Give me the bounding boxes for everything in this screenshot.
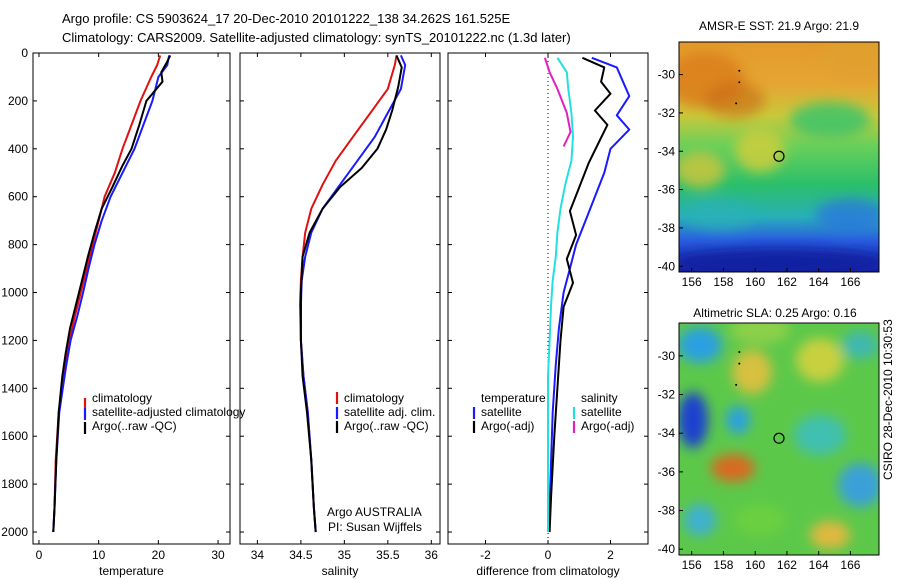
y-tick-label: 600: [8, 190, 28, 204]
map-y-tick-label: -32: [658, 106, 676, 120]
map-x-tick-label: 158: [713, 558, 733, 572]
temperature-panel: 0 10 20 30 0 200 400 600 800 1000 1200 1400 1600 1800…: [1, 46, 231, 578]
float-track-dot: [738, 351, 741, 353]
y-tick-label: 1600: [1, 429, 28, 443]
side-credit-label: CSIRO 28-Dec-2010 10:30:53: [881, 319, 895, 480]
sla-map: Altimetric SLA: 0.25 Argo: 0.16 156 158 16…: [658, 306, 880, 572]
series-line-salinity-satellite: [547, 57, 574, 532]
map-y-tick-label: -30: [658, 68, 676, 82]
legend-label-sal-argo: Argo(-adj): [581, 419, 634, 433]
map-y-tick-label: -30: [658, 349, 676, 363]
map-y-tick-label: -36: [658, 465, 676, 479]
difference-legend: temperature satellite Argo(-adj) salinit…: [472, 391, 634, 433]
sst-map: AMSR-E SST: 21.9 Argo: 21.9 156 158 160 162…: [658, 19, 880, 289]
map-x-tick-label: 166: [840, 275, 860, 289]
map-y-tick-label: -38: [658, 221, 676, 235]
sst-map-axes: 156 158 160 162 164 166 -30 -32 -34 -36 -38 -40: [658, 68, 861, 289]
x-tick-label: 0: [36, 548, 43, 562]
legend-label-climatology: climatology: [344, 391, 404, 405]
difference-panel: -2 0 2 difference from climatology: [447, 52, 649, 578]
x-tick-label: 20: [152, 548, 166, 562]
legend-label-sal-satellite: satellite: [581, 405, 622, 419]
argo-pi-note: PI: Susan Wijffels: [328, 520, 422, 534]
legend-label-argo: Argo(..raw -QC): [344, 419, 429, 433]
float-track-dot: [738, 81, 741, 84]
map-x-tick-label: 162: [777, 558, 797, 572]
x-tick-label: 34.5: [289, 548, 313, 562]
map-y-tick-label: -32: [658, 388, 676, 402]
temperature-legend: climatology satellite-adjusted climatolo…: [83, 391, 245, 434]
y-tick-label: 2000: [1, 525, 28, 539]
map-y-tick-label: -36: [658, 183, 676, 197]
x-tick-label: 35: [338, 548, 352, 562]
sla-map-axes: 156 158 160 162 164 166 -30 -32 -34 -36 -38 -40: [658, 349, 861, 572]
map-y-tick-label: -34: [658, 426, 676, 440]
map-x-tick-label: 160: [745, 558, 765, 572]
x-axis-label: difference from climatology: [476, 564, 619, 578]
sla-map-title: Altimetric SLA: 0.25 Argo: 0.16: [693, 306, 857, 320]
series-line-temperature-satellite: [547, 56, 631, 533]
legend-label-climatology: climatology: [92, 391, 152, 405]
y-tick-label: 1800: [1, 477, 28, 491]
legend-label-satellite: satellite adj. clim.: [344, 405, 435, 419]
series-line-argo-raw-qc: [52, 54, 172, 533]
map-y-tick-label: -38: [658, 504, 676, 518]
x-tick-label: 36: [425, 548, 439, 562]
x-tick-label: 30: [211, 548, 225, 562]
legend-label-satellite: satellite-adjusted climatology: [92, 405, 245, 419]
salinity-panel: 34 34.5 35 35.5 36 salinity: [239, 52, 441, 578]
legend-label-temp-argo: Argo(-adj): [481, 419, 534, 433]
float-track-dot: [738, 69, 741, 72]
legend-heading-temperature: temperature: [481, 391, 546, 405]
x-axis-label: temperature: [99, 564, 164, 578]
legend-label-temp-satellite: satellite: [481, 405, 522, 419]
map-x-tick-label: 156: [682, 275, 702, 289]
plot-frame: [239, 52, 441, 545]
map-x-tick-label: 160: [745, 275, 765, 289]
figure-title-line2: Climatology: CARS2009. Satellite-adjuste…: [62, 30, 571, 45]
x-axis-label: salinity: [322, 564, 359, 578]
y-tick-label: 800: [8, 238, 28, 252]
x-tick-label: -2: [480, 548, 491, 562]
map-y-tick-label: -40: [658, 542, 676, 556]
y-tick-label: 1000: [1, 286, 28, 300]
map-y-tick-label: -40: [658, 259, 676, 273]
y-tick-label: 200: [8, 94, 28, 108]
x-tick-label: 2: [607, 548, 614, 562]
plot-frame: [32, 52, 231, 545]
sst-map-title: AMSR-E SST: 21.9 Argo: 21.9: [699, 19, 859, 33]
float-track-dot: [735, 383, 738, 386]
y-tick-label: 1200: [1, 333, 28, 347]
x-tick-label: 0: [545, 548, 552, 562]
series-line-argo-raw-qc: [299, 55, 403, 533]
x-tick-label: 34: [251, 548, 265, 562]
map-x-tick-label: 156: [682, 558, 702, 572]
salinity-legend: climatology satellite adj. clim. Argo(..…: [327, 391, 435, 534]
float-track-dot: [735, 102, 738, 105]
series-line-salinity-argo-adj: [543, 57, 572, 147]
series-line-temperature-argo-adj: [548, 56, 612, 533]
map-x-tick-label: 164: [809, 558, 829, 572]
map-y-tick-label: -34: [658, 144, 676, 158]
argo-program-note: Argo AUSTRALIA: [327, 505, 422, 519]
y-tick-label: 1400: [1, 381, 28, 395]
float-track-dot: [738, 362, 741, 365]
figure-title-line1: Argo profile: CS 5903624_17 20-Dec-2010 …: [62, 11, 510, 26]
sst-field: [679, 42, 879, 272]
legend-heading-salinity: salinity: [581, 391, 618, 405]
x-tick-label: 35.5: [376, 548, 400, 562]
map-x-tick-label: 166: [840, 558, 860, 572]
y-tick-label: 400: [8, 142, 28, 156]
map-x-tick-label: 162: [777, 275, 797, 289]
argo-float-marker: [773, 432, 785, 444]
argo-float-marker: [773, 150, 785, 162]
map-x-tick-label: 164: [809, 275, 829, 289]
x-tick-label: 10: [92, 548, 106, 562]
sla-field: [679, 323, 879, 555]
map-x-tick-label: 158: [713, 275, 733, 289]
y-tick-label: 0: [21, 46, 28, 60]
legend-label-argo: Argo(..raw -QC): [92, 419, 177, 433]
